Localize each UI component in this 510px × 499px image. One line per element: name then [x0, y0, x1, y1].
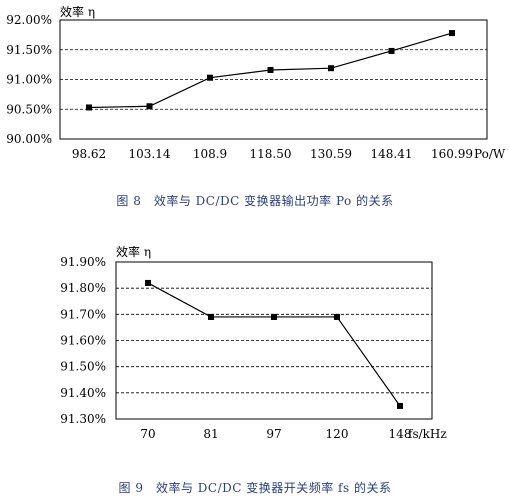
chart-2-plot-frame	[115, 261, 433, 420]
chart-1-data-point	[267, 66, 274, 73]
chart-1-efficiency-vs-output-power: 效率 η 90.00% 90.50% 91.00% 91.50% 92.00% 98.6…	[6, 4, 506, 161]
chart-2-x-tick-label: 120	[326, 427, 349, 441]
chart-2-x-tick-label: 81	[203, 427, 218, 441]
chart-2-y-tick-label: 91.90%	[60, 255, 106, 269]
chart-1-x-tick-label: 98.62	[72, 147, 106, 161]
chart-2-y-tick-label: 91.70%	[60, 307, 106, 321]
chart-1-x-tick-label: 160.99	[431, 147, 473, 161]
chart-1-data-point	[449, 30, 455, 37]
chart-2-series-line	[147, 282, 401, 407]
chart-1-y-tick-label: 91.50%	[6, 43, 52, 57]
chart-2-data-point	[271, 313, 277, 320]
chart-2-caption: 图 9 效率与 DC/DC 变换器开关频率 fs 的关系	[118, 481, 392, 495]
chart-1-data-point	[388, 47, 395, 54]
chart-1-y-tick-label: 90.00%	[6, 132, 52, 146]
chart-2-y-tick-label: 91.60%	[60, 334, 106, 348]
chart-2-x-tick-label: 70	[140, 427, 155, 441]
chart-2-y-tick-label: 91.80%	[60, 281, 106, 295]
chart-2-y-tick-label: 91.30%	[60, 412, 106, 426]
chart-1-data-point	[207, 74, 213, 81]
chart-1-data-point	[328, 65, 334, 72]
chart-2-x-axis-unit: fs/kHz	[408, 427, 447, 441]
chart-2-y-tick-label: 91.40%	[60, 386, 106, 400]
chart-1-x-axis-unit: Po/W	[474, 147, 506, 161]
chart-2-y-axis-title: 效率 η	[116, 244, 151, 259]
chart-2-efficiency-vs-switching-frequency: 效率 η 91.30% 91.40% 91.50% 91.60% 91.70% 91.80…	[60, 244, 447, 441]
chart-1-y-tick-label: 90.50%	[6, 102, 52, 116]
chart-2-data-point	[145, 279, 151, 286]
chart-1-x-tick-label: 130.59	[310, 147, 352, 161]
chart-2-data-point	[208, 313, 214, 320]
chart-2-x-tick-label: 148	[389, 427, 412, 441]
chart-1-y-axis-title: 效率 η	[60, 4, 95, 19]
chart-1-data-point	[86, 104, 92, 111]
chart-1-caption: 图 8 效率与 DC/DC 变换器输出功率 Po 的关系	[116, 194, 394, 208]
chart-1-x-tick-label: 118.50	[250, 147, 292, 161]
chart-2-y-tick-label: 91.50%	[60, 360, 106, 374]
chart-1-x-tick-label: 108.9	[193, 147, 227, 161]
chart-2-data-point	[397, 402, 403, 409]
chart-1-data-point	[146, 103, 153, 110]
chart-1-x-tick-label: 148.41	[371, 147, 413, 161]
chart-1-plot-frame	[59, 19, 488, 140]
chart-1-x-tick-label: 103.14	[129, 147, 171, 161]
chart-2-x-tick-label: 97	[266, 427, 281, 441]
chart-1-y-tick-label: 91.00%	[6, 73, 52, 87]
chart-1-y-tick-label: 92.00%	[6, 13, 52, 27]
chart-2-data-point	[334, 313, 340, 320]
